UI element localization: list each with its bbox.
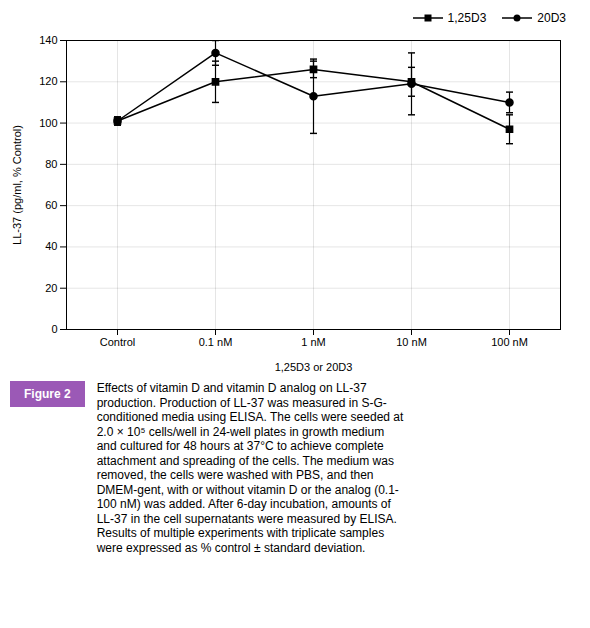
html-text:conditioned media using ELISA.: conditioned media using ELISA. The cells… <box>96 410 404 424</box>
svg-text:0.1 nM: 0.1 nM <box>199 336 233 348</box>
svg-text:20: 20 <box>45 282 57 294</box>
html-text:Figure 2: Figure 2 <box>24 387 71 401</box>
html-text:DMEM-gent, with or without vit: DMEM-gent, with or without vitamin D or … <box>96 482 399 497</box>
svg-text:100 nM: 100 nM <box>491 336 528 348</box>
svg-text:10 nM: 10 nM <box>396 336 427 348</box>
svg-text:1 nM: 1 nM <box>301 336 325 348</box>
html-text:attachment and spreading of th: attachment and spreading of the cells. T… <box>96 453 394 468</box>
svg-text:Control: Control <box>100 336 135 348</box>
html-text:Effects of vitamin D and vitam: Effects of vitamin D and vitamin D analo… <box>96 381 367 395</box>
svg-text:120: 120 <box>39 75 57 87</box>
html-text:were expressed as % control ±: were expressed as % control ± standard d… <box>96 540 366 555</box>
svg-text:LL-37 (pg/ml, % Control): LL-37 (pg/ml, % Control) <box>11 125 23 245</box>
svg-text:140: 140 <box>39 34 57 46</box>
html-text:1,25D3: 1,25D3 <box>447 11 487 25</box>
html-text:removed, the cells were washed: removed, the cells were washed with PBS,… <box>96 468 374 482</box>
svg-text:40: 40 <box>45 240 57 252</box>
html-text:2.0 × 10⁵ cells/well in 24-wel: 2.0 × 10⁵ cells/well in 24-well plates i… <box>96 424 385 439</box>
svg-text:1,25D3 or 20D3: 1,25D3 or 20D3 <box>275 361 353 373</box>
html-text:production. Production of LL-3: production. Production of LL-37 was meas… <box>96 395 387 410</box>
html-text:100 nM) was added. After 6-day: 100 nM) was added. After 6-day incubatio… <box>96 497 391 511</box>
svg-text:100: 100 <box>39 117 57 129</box>
html-text:Results of multiple experiment: Results of multiple experiments with tri… <box>96 526 385 540</box>
svg-text:60: 60 <box>45 199 57 211</box>
html-text:and cultured for 48 hours at 3: and cultured for 48 hours at 37°C to ach… <box>96 439 384 453</box>
svg-text:0: 0 <box>51 323 57 335</box>
html-text:20D3: 20D3 <box>537 11 566 25</box>
svg-text:80: 80 <box>45 158 57 170</box>
html-text:LL-37 in the cell supernatants: LL-37 in the cell supernatants were meas… <box>96 511 397 526</box>
